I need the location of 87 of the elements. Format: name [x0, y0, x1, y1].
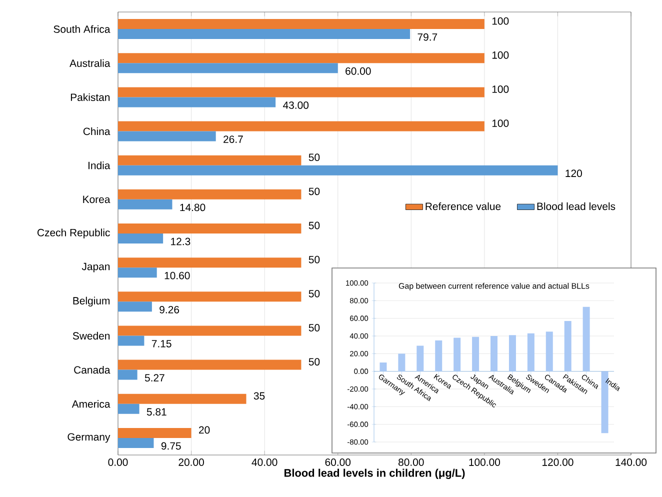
data-label: 5.81: [146, 408, 166, 416]
data-label: 100: [492, 120, 509, 127]
y-tick-label: Pakistan: [70, 93, 110, 102]
data-label: 100: [492, 51, 509, 59]
y-tick-label: India: [88, 162, 110, 170]
bar: [398, 354, 406, 372]
data-label: 50: [308, 256, 320, 264]
data-label: 50: [308, 222, 320, 230]
legend-label: Reference value: [426, 202, 501, 210]
x-tick-label: 80.00: [398, 458, 424, 466]
data-label: 50: [308, 188, 320, 196]
bar: [118, 53, 484, 64]
data-label: 12.3: [171, 238, 190, 246]
bar: [435, 340, 442, 372]
y-tick-label: Canada: [74, 366, 110, 374]
data-label: 50: [308, 324, 320, 332]
data-label: 9.75: [161, 442, 181, 450]
bar: [118, 199, 172, 210]
bar: [118, 438, 154, 448]
y-tick-label: Japan: [82, 262, 110, 272]
data-label: 26.7: [224, 136, 243, 143]
bar: [527, 333, 534, 372]
y-tick-label: Belgium: [73, 296, 110, 307]
y-tick-label: Korea: [83, 196, 110, 204]
data-label: 50: [308, 358, 320, 366]
bar: [118, 336, 144, 346]
data-label: 10.60: [164, 272, 190, 280]
bar: [118, 63, 338, 74]
bar: [118, 394, 246, 404]
y-tick-label: Australia: [70, 59, 110, 67]
bar: [118, 370, 138, 380]
y-tick-label: Germany: [68, 433, 110, 443]
bar: [118, 233, 164, 244]
bar: [582, 306, 590, 372]
y-tick-label: China: [83, 127, 110, 136]
data-label: 100: [492, 17, 509, 25]
bar: [472, 336, 480, 372]
data-label: 50: [308, 154, 320, 162]
legend-label: Blood lead levels: [537, 202, 616, 210]
bar: [118, 258, 302, 268]
data-label: 9.26: [160, 306, 180, 314]
x-tick-label: 100.00: [469, 458, 500, 466]
data-label: 79.7: [418, 33, 438, 41]
bar: [118, 223, 302, 234]
bar: [118, 268, 157, 278]
data-label: 14.80: [180, 204, 206, 212]
bar: [564, 320, 572, 372]
bar: [454, 338, 461, 372]
bar: [118, 19, 484, 30]
data-label: 120: [566, 170, 582, 178]
bar: [490, 336, 498, 372]
bar: [118, 302, 152, 312]
x-tick-label: 0.00: [108, 458, 128, 466]
bar: [118, 428, 192, 438]
y-tick-label: Sweden: [72, 332, 110, 340]
bar: [380, 362, 387, 372]
y-tick-label: Czech Republic: [38, 228, 110, 238]
data-label: 100: [492, 85, 509, 93]
data-label: 43.00: [283, 101, 309, 109]
bar: [546, 332, 553, 372]
data-label: 50: [308, 290, 320, 298]
data-label: 35: [254, 392, 265, 400]
bar: [118, 404, 140, 414]
bar: [118, 189, 302, 200]
x-axis-title: Blood lead levels in children (μg/L): [284, 468, 465, 480]
bar: [118, 87, 484, 98]
bar: [118, 155, 302, 166]
bar: [118, 292, 302, 302]
bar: [508, 335, 516, 372]
data-label: 20: [199, 426, 210, 434]
x-tick-label: 140.00: [616, 458, 647, 466]
y-tick-label: America: [72, 400, 110, 408]
bar: [118, 97, 276, 108]
bar: [416, 346, 424, 372]
bar: [118, 165, 558, 176]
data-label: 7.15: [152, 340, 172, 348]
x-tick-label: 60.00: [325, 458, 351, 466]
x-tick-label: 40.00: [252, 458, 278, 466]
y-tick-label: South Africa: [54, 25, 110, 33]
bar: [118, 121, 484, 132]
bar: [118, 29, 410, 40]
x-tick-label: 20.00: [178, 458, 204, 466]
bar: [118, 326, 302, 336]
x-tick-label: 120.00: [542, 458, 574, 466]
bar: [118, 131, 216, 142]
bar: [118, 360, 302, 370]
data-label: 5.27: [144, 374, 164, 382]
